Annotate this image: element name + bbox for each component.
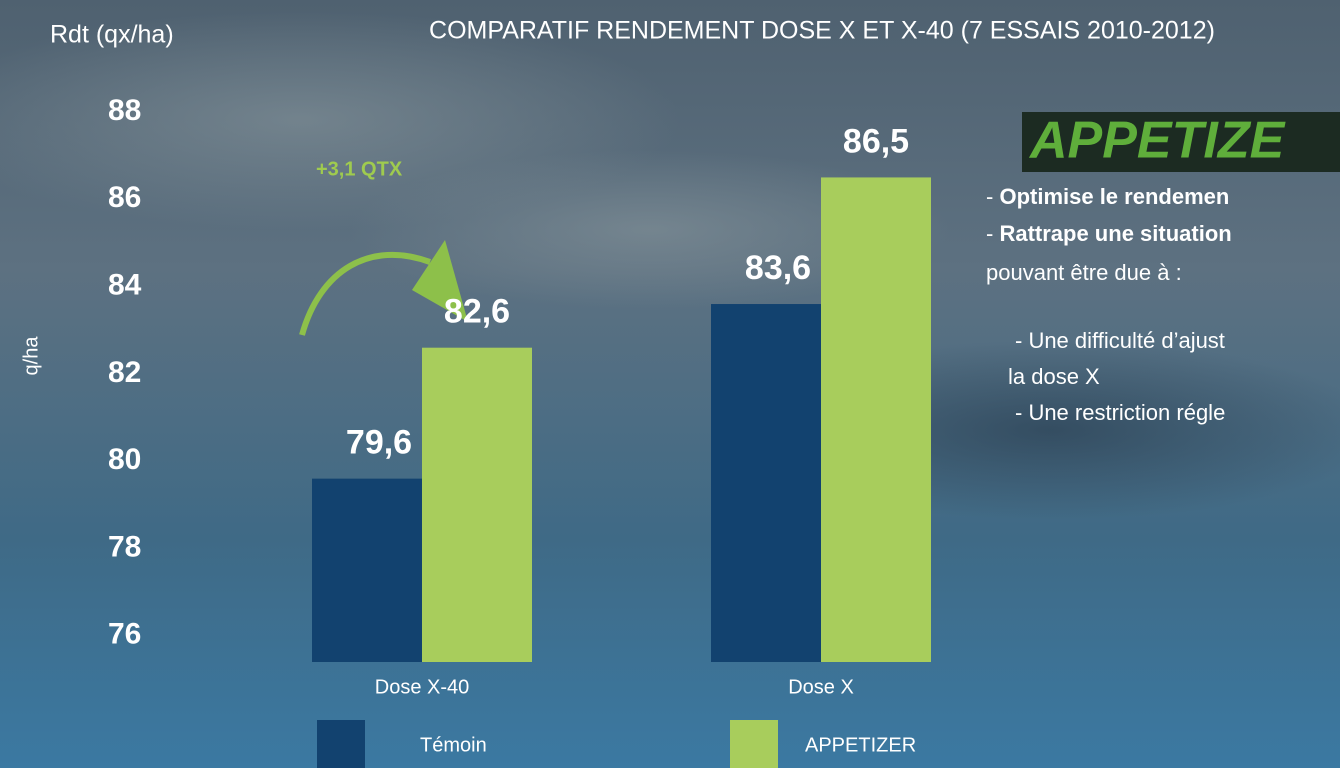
value-label: 86,5 [843, 122, 909, 160]
chart: Rdt (qx/ha) COMPARATIF RENDEMENT DOSE X … [0, 0, 1340, 768]
sub-item: - Une restriction régle [1015, 400, 1225, 425]
bar [422, 348, 532, 662]
y-tick-label: 78 [108, 530, 141, 563]
bullet-text: Optimise le rendemen [999, 184, 1229, 209]
sub-item: la dose X [1008, 364, 1100, 389]
x-tick-label: Dose X [788, 676, 854, 698]
annotation: +3,1 QTX [316, 158, 403, 180]
bullet-continuation: pouvant être due à : [986, 260, 1182, 285]
sub-item: - Une difficulté d’ajust [1015, 328, 1225, 353]
bullet-marker: - [986, 221, 993, 246]
legend-label: APPETIZER [805, 734, 916, 756]
y-tick-label: 80 [108, 443, 141, 476]
bar [312, 479, 422, 662]
value-label: 83,6 [745, 249, 811, 287]
legend-swatch [730, 720, 778, 768]
bullet-text: Rattrape une situation [999, 221, 1231, 246]
page: {"chart_data": {"type": "bar", "title": … [0, 0, 1340, 768]
bullet: - Rattrape une situation [986, 221, 1232, 246]
x-tick-label: Dose X-40 [375, 676, 470, 698]
y-title: Rdt (qx/ha) [50, 21, 174, 49]
value-label: 82,6 [444, 293, 510, 331]
bullet: - Optimise le rendemen [986, 184, 1229, 209]
legend-swatch [317, 720, 365, 768]
bullet-marker: - [986, 184, 993, 209]
chart-title: COMPARATIF RENDEMENT DOSE X ET X-40 (7 E… [429, 17, 1215, 45]
bar [821, 177, 931, 662]
y-tick-label: 82 [108, 356, 141, 389]
value-label: 79,6 [346, 424, 412, 462]
legend-label: Témoin [420, 734, 487, 756]
y-tick-label: 84 [108, 268, 142, 301]
y-tick-label: 76 [108, 618, 141, 651]
y-tick-label: 86 [108, 181, 141, 214]
y-axis-label: q/ha [20, 336, 42, 376]
y-tick-label: 88 [108, 94, 141, 127]
logo: APPETIZE [1028, 112, 1286, 170]
bar [711, 304, 821, 662]
